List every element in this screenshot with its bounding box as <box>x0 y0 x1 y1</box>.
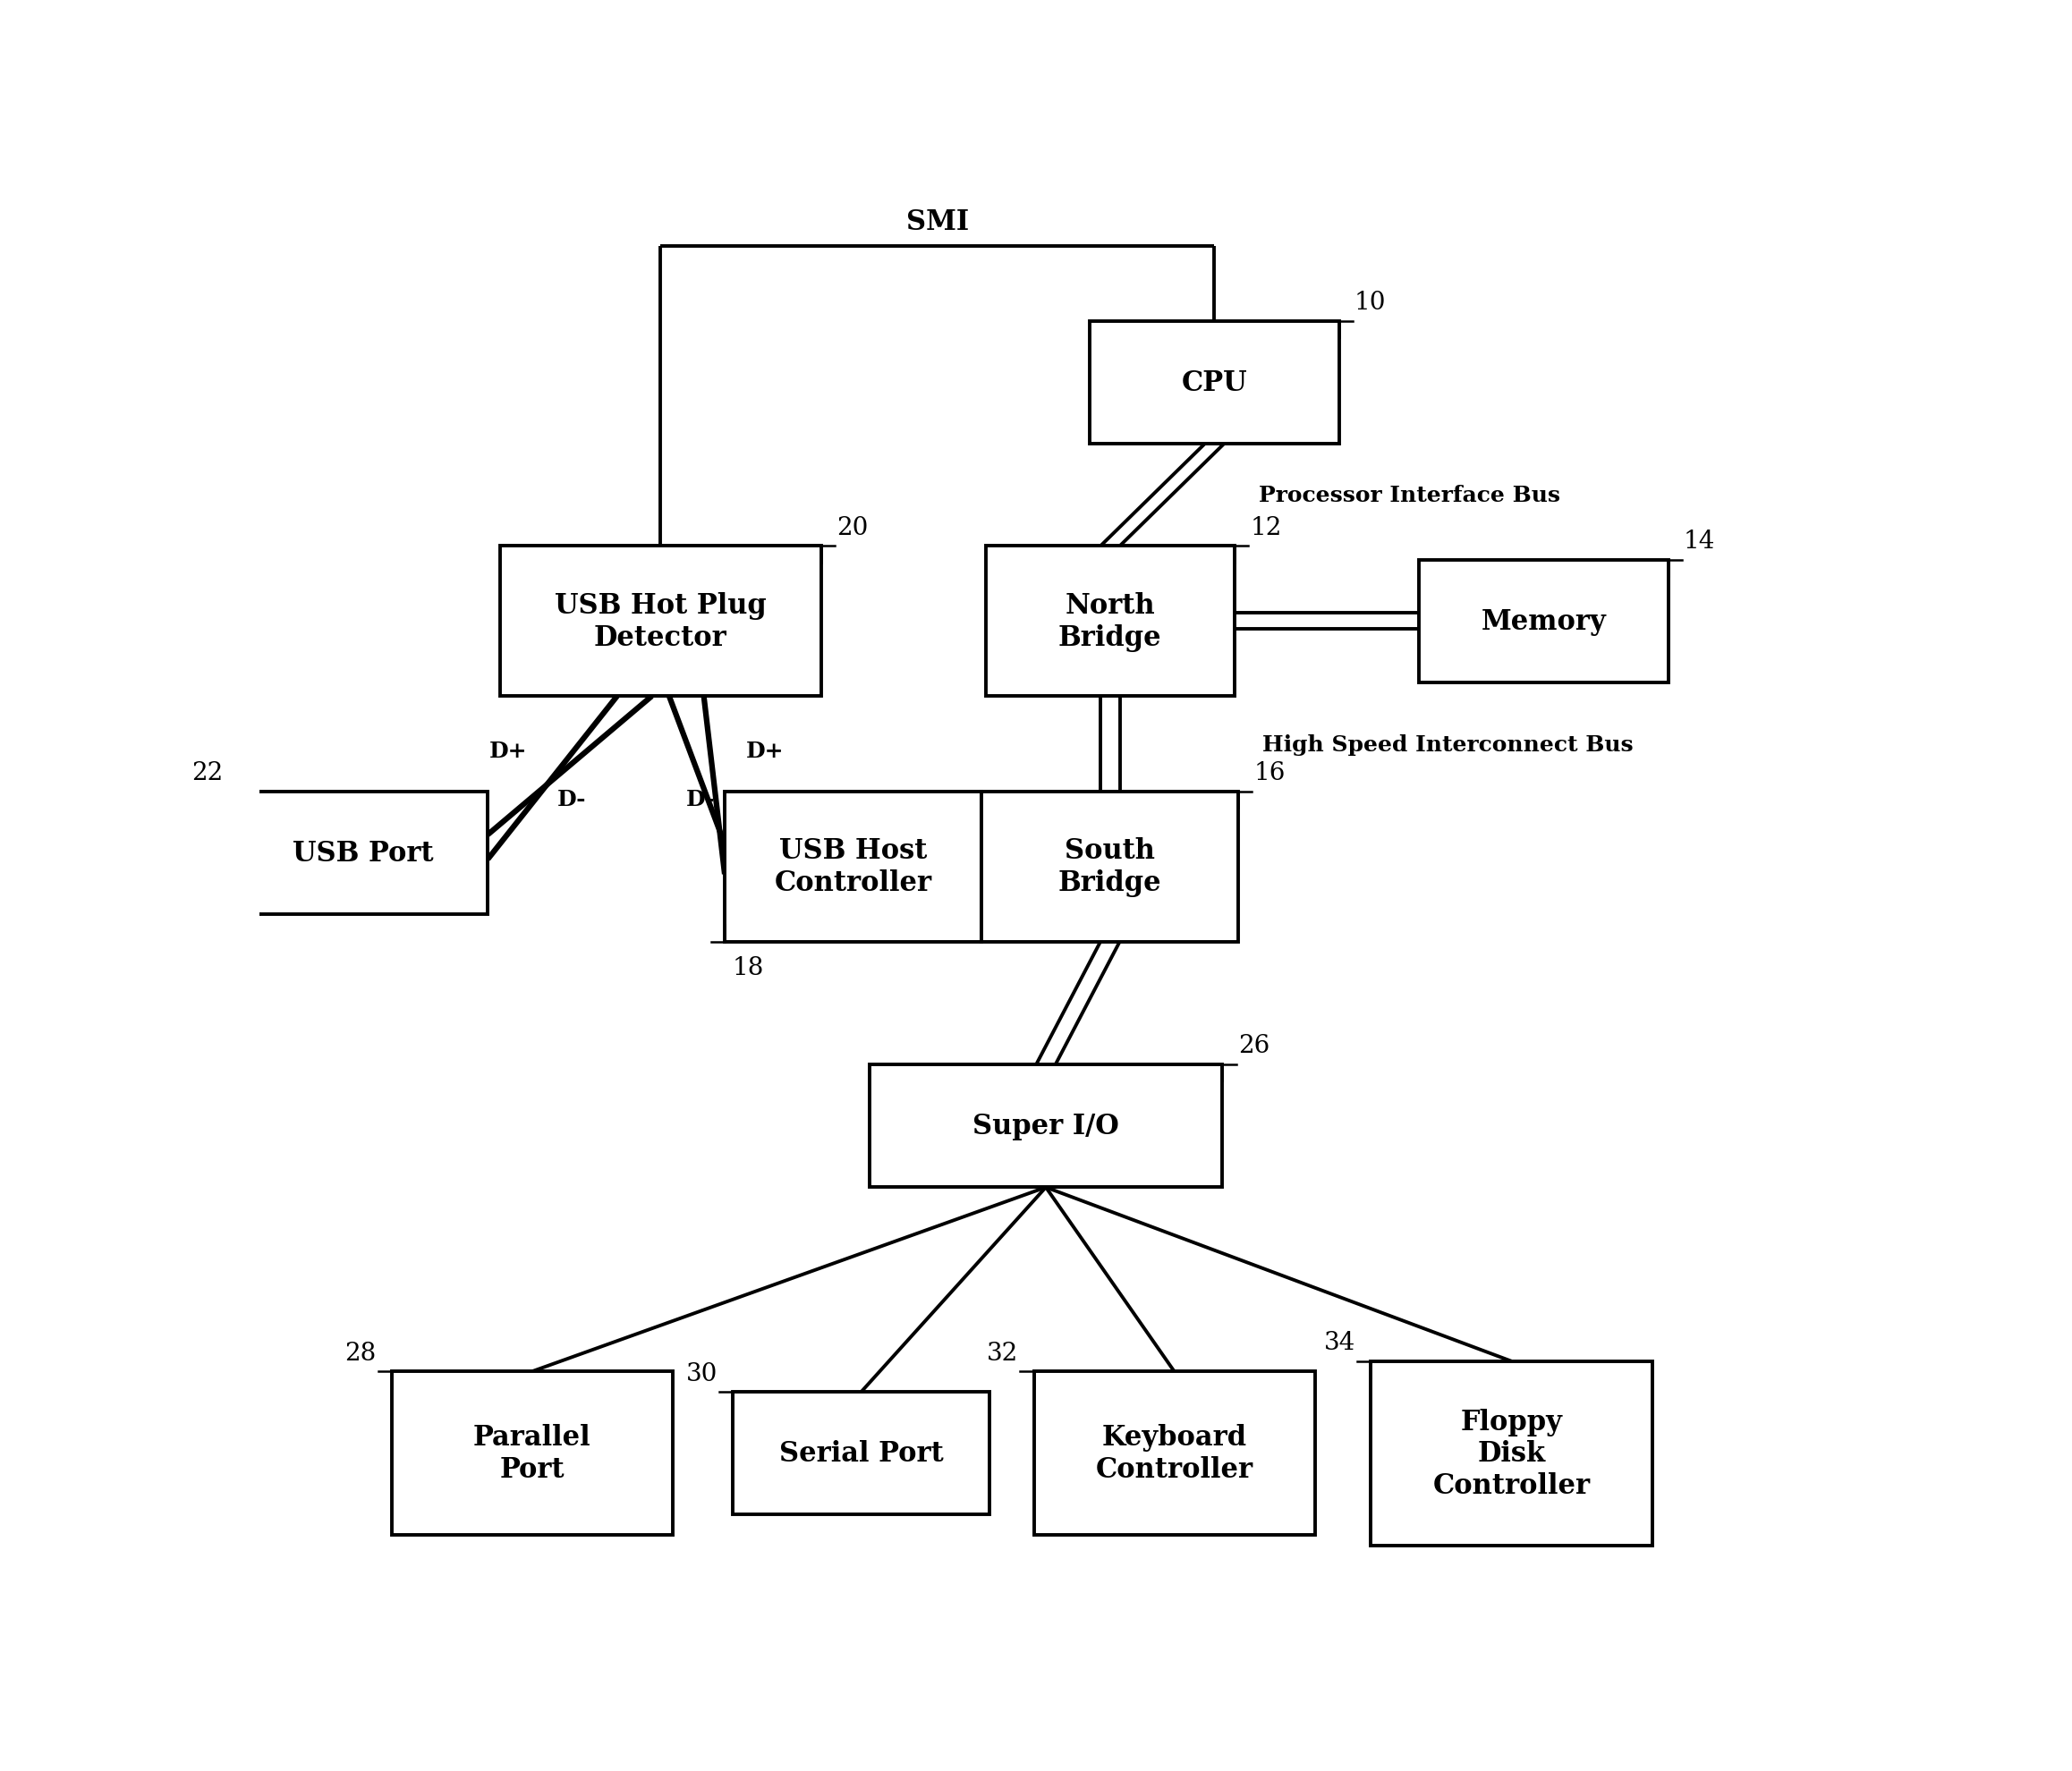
FancyBboxPatch shape <box>870 1064 1222 1188</box>
FancyBboxPatch shape <box>733 1392 990 1514</box>
Text: 14: 14 <box>1685 530 1716 553</box>
FancyBboxPatch shape <box>1034 1371 1316 1535</box>
Text: North
Bridge: North Bridge <box>1059 592 1162 652</box>
Text: Processor Interface Bus: Processor Interface Bus <box>1258 485 1560 507</box>
Text: 16: 16 <box>1254 762 1285 785</box>
Text: 30: 30 <box>686 1362 717 1385</box>
FancyBboxPatch shape <box>1090 322 1339 445</box>
FancyBboxPatch shape <box>982 792 1239 942</box>
Text: Parallel
Port: Parallel Port <box>472 1424 591 1484</box>
Text: USB Hot Plug
Detector: USB Hot Plug Detector <box>555 592 767 652</box>
FancyBboxPatch shape <box>238 792 487 916</box>
FancyBboxPatch shape <box>986 547 1235 696</box>
Text: 20: 20 <box>837 515 868 540</box>
FancyBboxPatch shape <box>725 792 982 942</box>
FancyBboxPatch shape <box>1372 1362 1651 1546</box>
Text: D+: D+ <box>746 740 783 762</box>
Text: 26: 26 <box>1237 1034 1270 1057</box>
FancyBboxPatch shape <box>1419 560 1668 684</box>
Text: SMI: SMI <box>905 207 970 236</box>
Text: 22: 22 <box>193 762 224 785</box>
Text: CPU: CPU <box>1181 368 1247 397</box>
Text: Memory: Memory <box>1481 607 1606 636</box>
Text: 28: 28 <box>344 1341 375 1365</box>
Text: 34: 34 <box>1324 1330 1355 1355</box>
Text: D-: D- <box>686 788 715 809</box>
Text: 10: 10 <box>1355 290 1386 315</box>
Text: Serial Port: Serial Port <box>779 1440 943 1468</box>
Text: High Speed Interconnect Bus: High Speed Interconnect Bus <box>1262 733 1633 754</box>
Text: USB Port: USB Port <box>292 839 433 868</box>
FancyBboxPatch shape <box>499 547 821 696</box>
Text: South
Bridge: South Bridge <box>1059 838 1162 896</box>
Text: 18: 18 <box>733 956 765 979</box>
Text: Floppy
Disk
Controller: Floppy Disk Controller <box>1432 1408 1591 1500</box>
Text: USB Host
Controller: USB Host Controller <box>775 838 932 896</box>
Text: Keyboard
Controller: Keyboard Controller <box>1096 1424 1254 1484</box>
Text: Super I/O: Super I/O <box>972 1112 1119 1141</box>
FancyBboxPatch shape <box>392 1371 673 1535</box>
Text: D+: D+ <box>489 740 526 762</box>
Text: D-: D- <box>557 788 586 809</box>
Text: 12: 12 <box>1249 515 1283 540</box>
Text: 32: 32 <box>986 1341 1017 1365</box>
